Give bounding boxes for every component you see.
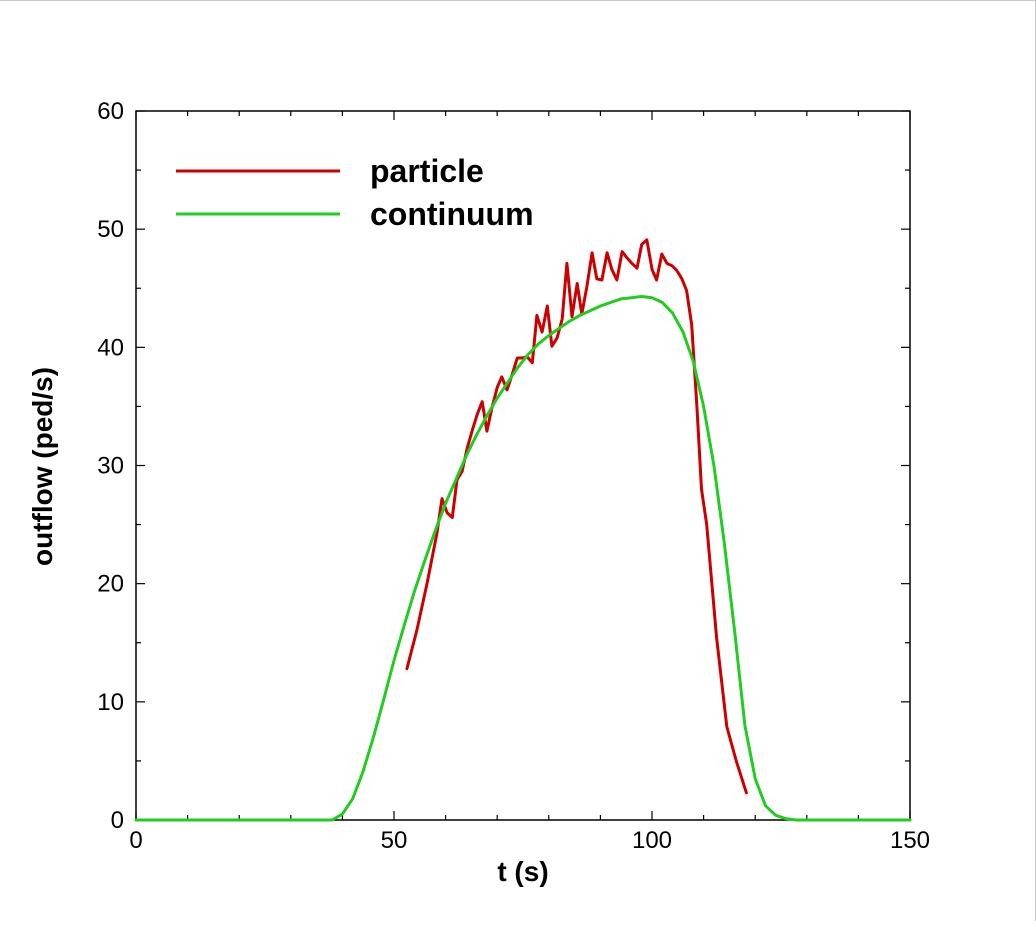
x-tick-label: 0 [129, 827, 142, 854]
y-axis-title: outflow (ped/s) [27, 367, 58, 566]
y-tick-label: 40 [97, 334, 124, 361]
ticks: 0 50 100 150 0 10 20 30 40 50 60 [97, 98, 930, 854]
x-tick-label: 50 [381, 827, 408, 854]
y-tick-label: 50 [97, 216, 124, 243]
y-tick-label: 30 [97, 453, 124, 480]
legend-label-continuum: continuum [370, 196, 534, 232]
legend: particle continuum [176, 153, 534, 232]
x-tick-label: 100 [632, 827, 672, 854]
y-tick-label: 60 [97, 98, 124, 125]
y-tick-label: 0 [111, 807, 124, 834]
x-axis-title: t (s) [497, 856, 548, 887]
y-tick-label: 20 [97, 571, 124, 598]
series-line-continuum [134, 295, 912, 822]
x-tick-label: 150 [890, 827, 930, 854]
series-line-particle [405, 238, 748, 795]
series-lines [134, 238, 912, 822]
y-tick-label: 10 [97, 689, 124, 716]
legend-label-particle: particle [370, 153, 484, 189]
